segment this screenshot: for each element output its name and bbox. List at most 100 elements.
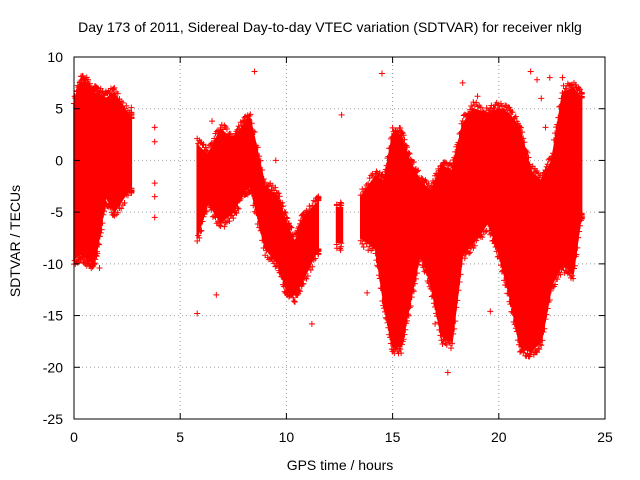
data-point [251,68,258,75]
data-point [209,213,216,220]
data-point [521,347,528,354]
data-point [96,264,103,271]
data-point [456,278,463,285]
data-point [408,294,415,301]
data-point [465,245,472,252]
data-point [466,110,473,117]
data-point [307,206,314,213]
data-point [418,255,425,262]
data-point [439,340,446,347]
y-tick-label: 5 [55,101,63,117]
data-point [486,107,493,114]
data-point [433,310,440,317]
y-tick-label: -15 [43,308,63,324]
data-point [578,93,585,100]
data-point [487,308,494,315]
data-point [551,136,558,143]
data-point [502,102,509,109]
data-point [546,296,553,303]
data-point [536,346,543,353]
data-point [223,125,230,132]
data-point [229,212,236,219]
data-point [436,326,443,333]
data-point [79,72,86,79]
data-point [457,271,464,278]
data-point [449,162,456,169]
data-point [236,126,243,133]
data-point [457,129,464,136]
data-point [467,249,474,256]
data-point [371,174,378,181]
data-point [263,182,270,189]
y-axis-label: SDTVAR / TECUs [7,185,23,297]
data-point [470,99,477,106]
data-point [497,100,504,107]
data-point [419,175,426,182]
data-point [409,287,416,294]
data-point [275,190,282,197]
data-point [364,289,371,296]
data-point [477,104,484,111]
data-point [555,114,562,121]
data-point [106,89,113,96]
data-point [526,161,533,168]
data-point [414,270,421,277]
data-point [388,134,395,141]
data-point [274,262,281,269]
data-point [299,281,306,288]
data-point [383,315,390,322]
data-point [410,288,417,295]
data-point [262,179,269,186]
data-point [406,304,413,311]
data-point [544,161,551,168]
data-point [461,255,468,262]
data-point [480,108,487,115]
data-point [459,118,466,125]
data-point [119,99,126,106]
data-point [552,281,559,288]
data-point [76,83,83,90]
data-point [482,228,489,235]
data-point [559,74,566,81]
data-point [268,186,275,193]
data-series [71,68,585,376]
data-point [196,234,203,241]
data-point [554,276,561,283]
data-point [304,208,311,215]
data-point [211,135,218,142]
data-point [357,192,364,199]
data-point [415,167,422,174]
data-point [501,106,508,113]
data-point [257,157,264,164]
data-point [576,222,583,229]
data-point [425,279,432,286]
data-point [303,275,310,282]
data-point [540,170,547,177]
data-point [478,231,485,238]
data-point [570,275,577,282]
data-point [212,214,219,221]
data-point [99,220,106,227]
data-point [406,150,413,157]
plot-frame [73,56,606,420]
data-point [380,302,387,309]
data-point [557,271,564,278]
data-point [412,275,419,282]
data-point [451,325,458,332]
data-point [542,124,549,131]
data-point [288,224,295,231]
data-point [534,349,541,356]
data-point [508,308,515,315]
data-point [74,259,81,266]
data-point [576,228,583,235]
data-point [151,193,158,200]
data-point [556,103,563,110]
data-point [95,240,102,247]
data-point [527,68,534,75]
data-point [94,250,101,257]
data-point [199,218,206,225]
data-point [221,223,228,230]
data-point [401,331,408,338]
data-point [233,210,240,217]
data-point [507,301,514,308]
